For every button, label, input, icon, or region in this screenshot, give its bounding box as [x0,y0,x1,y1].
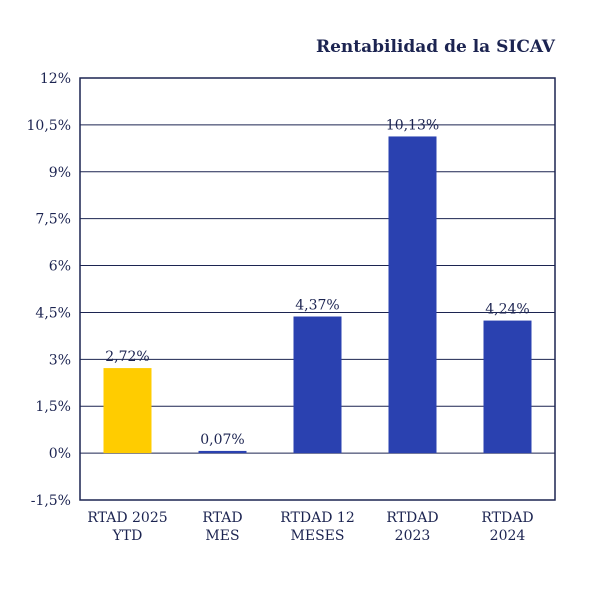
x-tick-label: RTAD 2025 [87,510,167,526]
y-tick-label: -1,5% [31,493,71,509]
x-tick-label: 2024 [490,528,526,544]
x-tick-label: RTDAD [386,510,438,526]
y-axis: -1,5% 0% 1,5% 3% 4,5% 6% 7,5% 9% 10,5% 12% [27,71,71,509]
x-tick-label: YTD [112,528,143,544]
bar [388,136,437,454]
x-tick-label: RTAD [202,510,242,526]
y-tick-label: 7,5% [35,212,71,228]
x-tick-label: RTDAD [481,510,533,526]
bar [198,450,247,454]
x-axis: RTAD 2025 YTD RTAD MES RTDAD 12 MESES RTDAD 202… [87,510,533,544]
y-tick-label: 0% [49,446,71,462]
y-tick-label: 1,5% [35,399,71,415]
data-label: 2,72% [105,349,149,365]
bar [103,368,152,454]
y-tick-label: 10,5% [27,118,71,134]
value-labels: 2,72% 0,07% 4,37% 10,13% 4,24% [105,117,529,447]
y-tick-label: 9% [49,165,71,181]
y-tick-label: 6% [49,259,71,275]
x-tick-label: MES [205,528,239,544]
chart-title: Rentabilidad de la SICAV [316,37,556,57]
y-tick-label: 4,5% [35,305,71,321]
data-label: 4,24% [485,302,529,318]
x-tick-label: RTDAD 12 [280,510,354,526]
bar [293,316,342,454]
data-label: 10,13% [386,117,439,133]
y-tick-label: 12% [40,71,71,87]
plot-frame [79,77,556,501]
data-label: 4,37% [295,298,339,314]
y-tick-label: 3% [49,352,71,368]
bars [103,136,532,454]
x-tick-label: 2023 [395,528,431,544]
x-tick-label: MESES [291,528,345,544]
data-label: 0,07% [200,432,244,448]
bar [483,320,532,454]
